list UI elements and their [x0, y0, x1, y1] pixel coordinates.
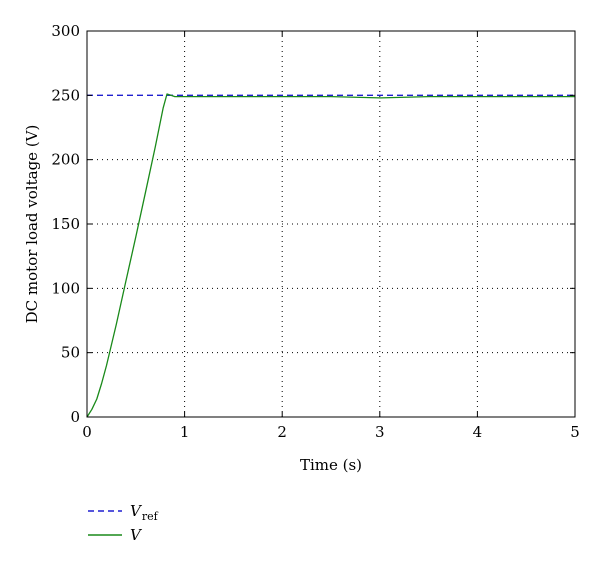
y-tick-label: 0	[70, 408, 80, 426]
y-tick-label: 200	[51, 151, 80, 169]
y-tick-label: 250	[51, 86, 80, 104]
y-axis-ticks: 0 50 100 150 200 250 300	[51, 22, 575, 426]
y-tick-label: 150	[51, 215, 80, 233]
y-tick-label: 50	[61, 344, 80, 362]
x-axis-ticks: 0 1 2 3 4 5	[82, 31, 580, 441]
x-axis-label: Time (s)	[300, 456, 362, 474]
plot-background	[87, 31, 575, 417]
x-tick-label: 2	[277, 423, 287, 441]
x-tick-label: 5	[570, 423, 580, 441]
legend: Vref V	[88, 502, 159, 544]
x-tick-label: 3	[375, 423, 385, 441]
x-tick-label: 1	[180, 423, 190, 441]
legend-label: Vref	[130, 502, 159, 523]
legend-label: V	[130, 526, 143, 544]
y-tick-label: 300	[51, 22, 80, 40]
y-tick-label: 100	[51, 279, 80, 297]
series-line-v	[86, 93, 575, 418]
x-tick-label: 4	[473, 423, 483, 441]
x-tick-label: 0	[82, 423, 92, 441]
series-layer	[86, 93, 575, 418]
y-axis-label: DC motor load voltage (V)	[23, 125, 41, 324]
